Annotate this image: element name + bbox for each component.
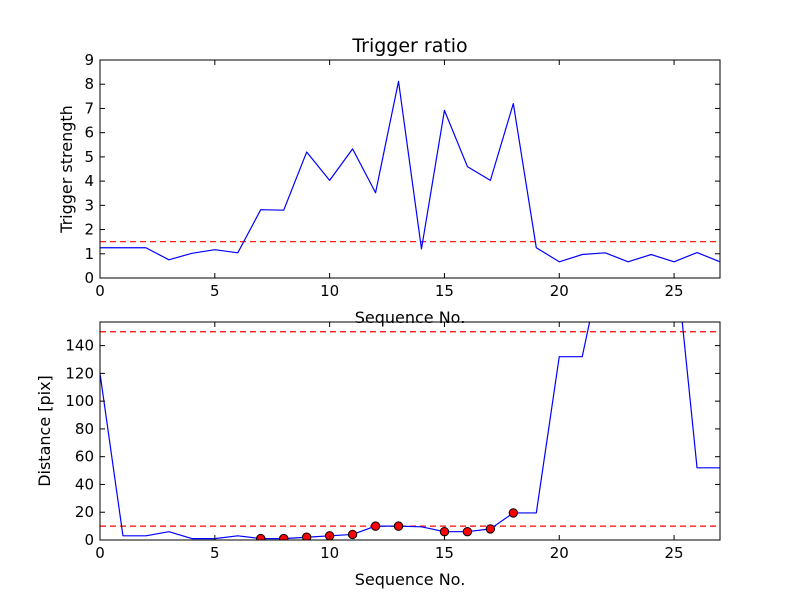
data-point — [393, 521, 404, 531]
y-axis-label: Trigger strength — [57, 105, 76, 234]
x-tick-label: 0 — [95, 282, 105, 300]
data-point — [485, 524, 496, 534]
plot-frame — [99, 59, 721, 279]
data-point — [439, 526, 450, 537]
x-tick-label: 10 — [320, 282, 339, 300]
y-tick-label: 0 — [84, 269, 94, 287]
y-tick-label: 3 — [84, 196, 94, 214]
y-tick-label: 140 — [65, 337, 94, 355]
data-point — [347, 529, 358, 540]
x-tick-label: 15 — [435, 282, 454, 300]
y-tick-label: 120 — [65, 364, 94, 382]
y-tick-label: 60 — [75, 448, 94, 466]
x-tick-label: 15 — [435, 544, 454, 562]
x-tick-label: 20 — [550, 544, 569, 562]
x-tick-label: 10 — [320, 544, 339, 562]
y-tick-label: 20 — [75, 503, 94, 521]
y-tick-label: 9 — [84, 51, 94, 69]
y-tick-label: 6 — [84, 124, 94, 142]
x-tick-label: 5 — [210, 544, 220, 562]
data-point — [508, 508, 519, 518]
data-point — [462, 526, 473, 537]
y-tick-label: 7 — [84, 99, 94, 117]
chart-title: Trigger ratio — [351, 35, 467, 57]
data-point — [279, 533, 289, 540]
y-tick-label: 2 — [84, 221, 94, 239]
y-tick-label: 80 — [75, 420, 94, 438]
x-tick-label: 25 — [665, 282, 684, 300]
y-tick-label: 40 — [75, 475, 94, 493]
subplot-2: 0 5 10 15 20 25 0 20 40 60 80 100 120 140 Sequence No.… — [35, 321, 721, 589]
y-tick-label: 100 — [65, 392, 94, 410]
y-axis-label: Distance [pix] — [35, 375, 54, 487]
data-point — [256, 533, 266, 540]
x-axis-label: Sequence No. — [355, 570, 466, 589]
series-line — [100, 322, 720, 540]
subplot-1: 0 5 10 15 20 25 0 1 2 3 4 5 6 7 8 9 Trigger ratio Sequenc… — [57, 35, 721, 327]
x-tick-label: 0 — [95, 544, 105, 562]
y-tick-label: 5 — [84, 148, 94, 166]
y-tick-label: 1 — [84, 245, 94, 263]
x-axis-label: Sequence No. — [355, 308, 466, 327]
x-tick-label: 25 — [665, 544, 684, 562]
data-point — [301, 532, 312, 540]
series-line — [100, 80, 720, 263]
y-tick-label: 4 — [84, 172, 94, 190]
x-tick-label: 20 — [550, 282, 569, 300]
y-tick-label: 0 — [84, 531, 94, 549]
data-point — [370, 521, 381, 531]
x-tick-label: 5 — [210, 282, 220, 300]
plot-frame — [99, 321, 721, 541]
y-tick-label: 8 — [84, 75, 94, 93]
